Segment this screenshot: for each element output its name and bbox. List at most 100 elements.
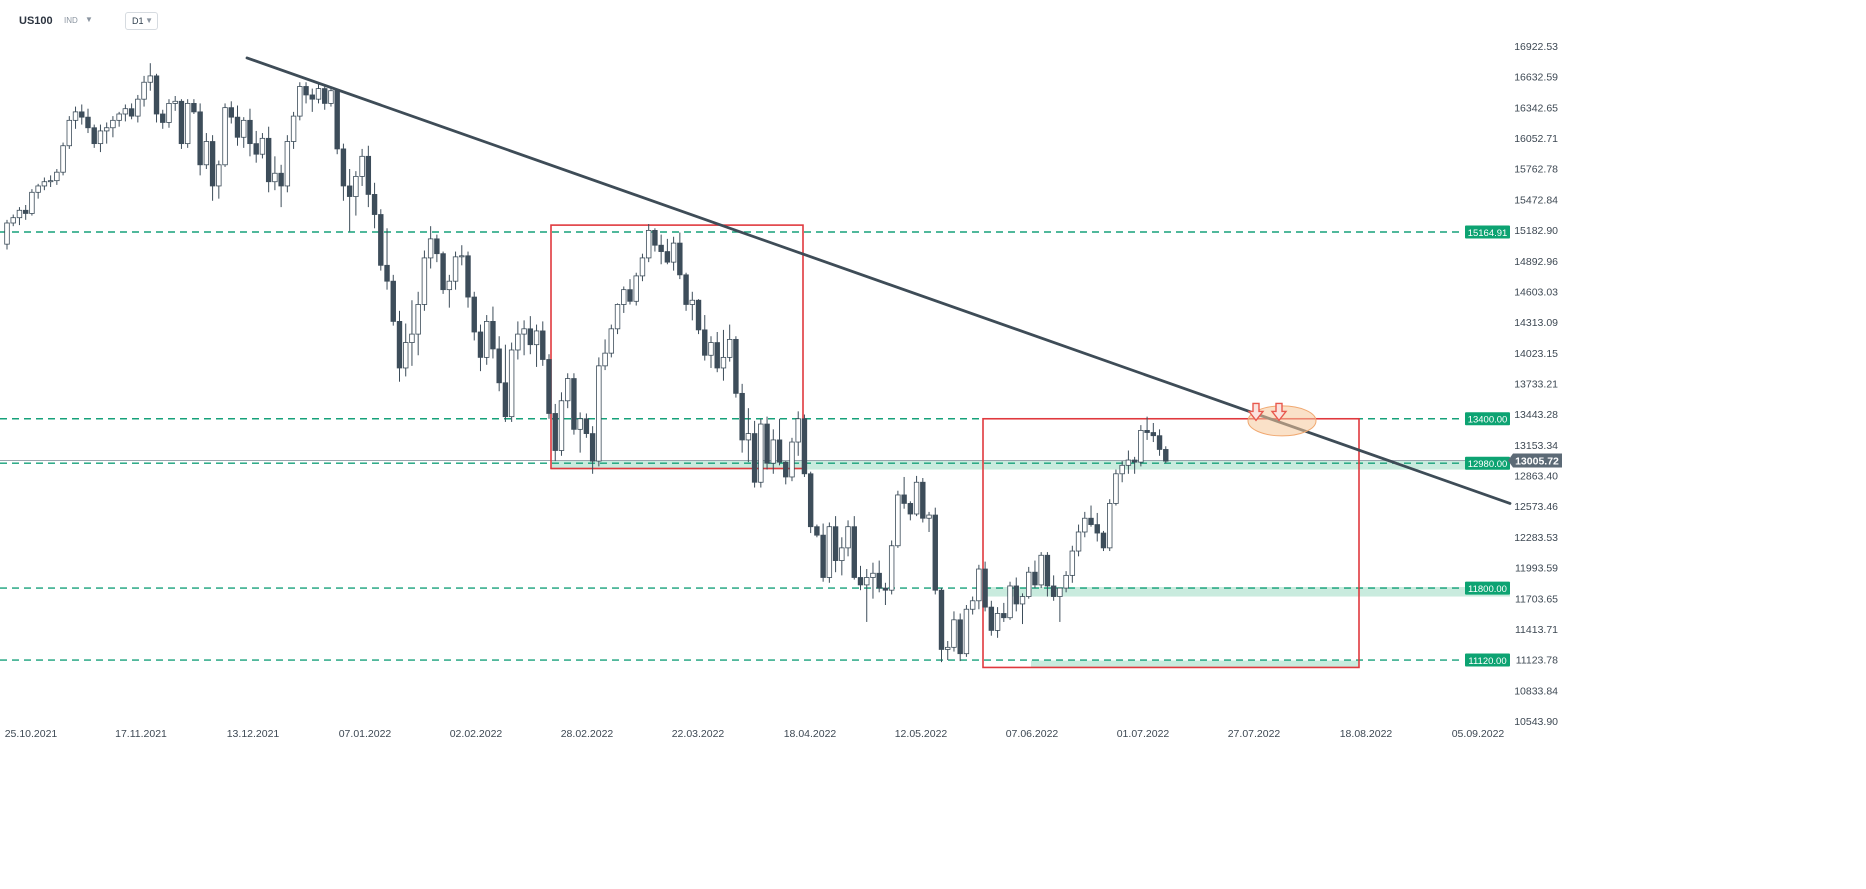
candle: [558, 392, 565, 456]
candle-body-bear: [901, 494, 907, 504]
candle-body-bull: [1026, 571, 1032, 597]
candle: [527, 316, 534, 355]
candle: [35, 183, 41, 199]
candle: [1150, 422, 1157, 443]
candle: [322, 86, 328, 110]
timeframe-select[interactable]: D1 ▼: [125, 12, 158, 30]
instrument-type-label: IND: [64, 16, 78, 25]
candle-body-bear: [471, 296, 477, 333]
candle: [378, 209, 384, 271]
level-badge: 13400.00: [1465, 412, 1510, 426]
y-tick-label: 11413.71: [1515, 624, 1558, 636]
candle-body-bear: [764, 423, 770, 464]
level-badge-bg: [1465, 653, 1510, 667]
candle-body-bull: [789, 441, 795, 478]
chart-toolbar: US100 IND ▼ D1 ▼: [0, 0, 1866, 36]
candle: [508, 342, 515, 422]
candle-body-bull: [639, 257, 646, 277]
candle-body-bear: [652, 229, 658, 246]
candle-body-bull: [452, 256, 459, 282]
candle: [602, 339, 608, 371]
candle-body-bull: [1069, 550, 1076, 576]
candle-body-bull: [216, 164, 222, 187]
candle-body-bear: [589, 433, 596, 462]
candle: [66, 116, 72, 149]
x-tick-label: 05.09.2022: [1452, 728, 1505, 740]
candle: [801, 414, 808, 477]
candle-body-bull: [1113, 473, 1119, 504]
candle-body-bull: [976, 568, 982, 602]
candle: [969, 596, 976, 615]
candle-body-bear: [1050, 585, 1057, 597]
candle: [913, 475, 920, 517]
candle-body-bull: [758, 423, 764, 483]
candle-body-bull: [621, 289, 627, 305]
candle-body-bull: [602, 352, 608, 367]
candle-body-bear: [502, 382, 509, 418]
candle: [571, 373, 577, 435]
candle: [1131, 456, 1138, 474]
candle-body-bull: [1138, 430, 1144, 463]
candle-body-bull: [110, 119, 116, 129]
y-tick-label: 11703.65: [1515, 593, 1558, 605]
candle-body-bull: [839, 547, 845, 561]
candle-body-bull: [596, 365, 602, 462]
symbol-label[interactable]: US100: [19, 15, 53, 27]
candle-body-bear: [322, 88, 328, 104]
candle-body-bear: [365, 155, 372, 195]
candle-body-bull: [515, 333, 521, 351]
current-price-label: 13005.72: [1515, 455, 1559, 467]
candle-body-bull: [577, 418, 583, 430]
candle-body-bear: [1013, 585, 1019, 605]
candle: [938, 588, 945, 663]
candle-body-bull: [315, 88, 322, 100]
candle-body-bear: [1088, 517, 1094, 525]
candle-body-bull: [895, 494, 901, 547]
candle-body-bull: [864, 577, 870, 586]
candle-body-bear: [128, 108, 135, 117]
candle: [209, 135, 216, 201]
current-price-badge: 13005.72: [1508, 453, 1562, 468]
candle-body-bear: [1001, 613, 1007, 619]
candle-body-bull: [297, 86, 303, 117]
range-boxes: [550, 224, 1360, 669]
candle-body-bull: [35, 185, 41, 193]
candle-body-bear: [309, 94, 315, 100]
candle-body-bull: [1119, 464, 1125, 475]
candle: [832, 516, 839, 573]
candle-body-bear: [540, 330, 546, 360]
range-box: [982, 417, 1360, 669]
candle-body-bull: [415, 304, 421, 335]
x-tick-label: 22.03.2022: [672, 728, 725, 740]
candle: [726, 324, 733, 362]
candle: [714, 331, 720, 373]
candle-body-bear: [851, 526, 857, 578]
candle: [253, 130, 259, 163]
candle: [1088, 505, 1094, 527]
candle: [540, 321, 546, 366]
instrument-dropdown-icon[interactable]: ▼: [85, 15, 93, 24]
candle: [265, 126, 272, 193]
candle: [876, 560, 882, 593]
candle-body-bear: [153, 75, 160, 115]
candle-body-bull: [1019, 596, 1026, 605]
candle-body-bear: [440, 253, 446, 291]
candle-body-bear: [814, 526, 820, 536]
candle: [496, 336, 502, 392]
candle: [247, 108, 253, 157]
y-tick-label: 14023.15: [1514, 348, 1558, 360]
level-badge-label: 15164.91: [1468, 228, 1508, 239]
candle: [1013, 577, 1019, 612]
candle: [1044, 552, 1051, 597]
candle-body-bull: [284, 141, 291, 187]
candle-body-bull: [826, 526, 833, 578]
candle: [191, 99, 197, 114]
candle-body-bull: [47, 180, 54, 183]
candle: [396, 310, 403, 382]
candle: [122, 104, 129, 122]
candle: [234, 105, 241, 146]
candle-body-bull: [913, 481, 920, 515]
candle-body-bull: [963, 608, 970, 655]
candle: [702, 315, 708, 361]
